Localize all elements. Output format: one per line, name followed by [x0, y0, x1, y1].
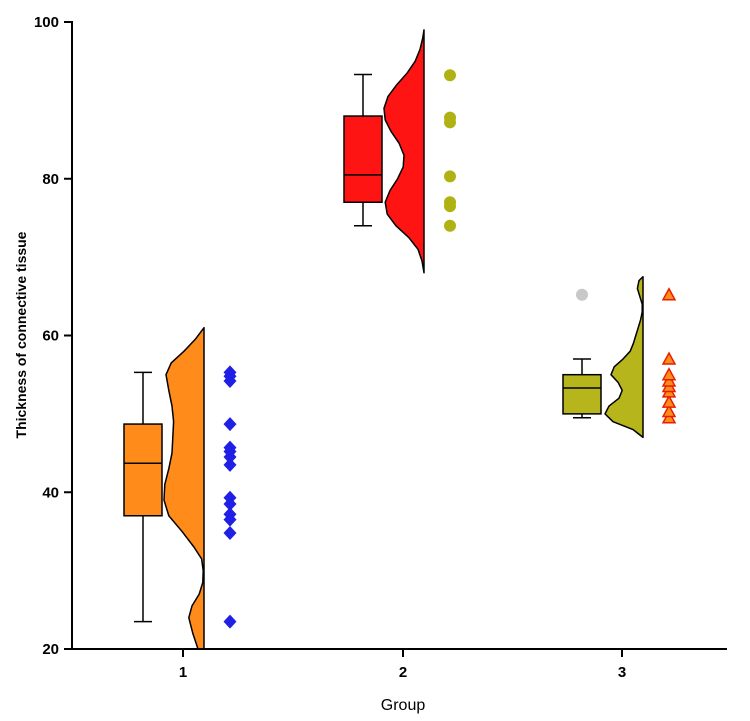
data-point-diamond — [223, 365, 237, 380]
data-point-triangle — [661, 351, 677, 365]
data-point-diamond — [223, 417, 237, 432]
data-point-triangle — [661, 403, 677, 418]
density-cloud — [604, 275, 644, 439]
data-point-triangle — [661, 287, 677, 301]
data-point-diamond — [223, 507, 237, 522]
box-iqr — [123, 423, 163, 517]
data-point-diamond — [223, 440, 237, 455]
outlier-point — [576, 288, 588, 301]
data-point-diamond — [223, 490, 237, 505]
data-point-diamond — [223, 457, 237, 472]
data-point-circle — [444, 170, 456, 183]
x-axis-title: Group — [381, 697, 426, 714]
data-point-circle — [444, 219, 456, 232]
box-iqr — [562, 373, 602, 415]
data-point-triangle — [661, 410, 677, 424]
density-cloud — [383, 29, 425, 274]
axis-ticks: 20 40 60 80 100 1 2 3 — [34, 14, 626, 681]
box-iqr — [343, 115, 383, 204]
data-point-diamond — [223, 526, 237, 541]
y-tick-label: 80 — [42, 171, 59, 188]
density-cloud — [163, 326, 205, 650]
y-tick-label: 20 — [42, 641, 59, 658]
data-point-triangle — [661, 373, 677, 387]
x-tick-label: 3 — [618, 664, 626, 681]
data-point-diamond — [223, 614, 237, 629]
data-point-circle — [444, 196, 456, 209]
y-axis-title: Thickness of connective tissue — [13, 231, 29, 438]
data-point-circle — [444, 111, 456, 124]
y-tick-label: 100 — [34, 14, 59, 31]
data-point-triangle — [661, 367, 677, 381]
x-tick-label: 1 — [179, 664, 187, 681]
group-2 — [343, 29, 456, 274]
data-point-circle — [444, 69, 456, 82]
x-tick-label: 2 — [399, 664, 407, 681]
data-point-triangle — [661, 394, 677, 408]
y-tick-label: 40 — [42, 484, 59, 501]
y-tick-label: 60 — [42, 328, 59, 345]
plot-area — [123, 29, 677, 650]
group-1 — [123, 326, 237, 650]
group-3 — [562, 275, 677, 439]
